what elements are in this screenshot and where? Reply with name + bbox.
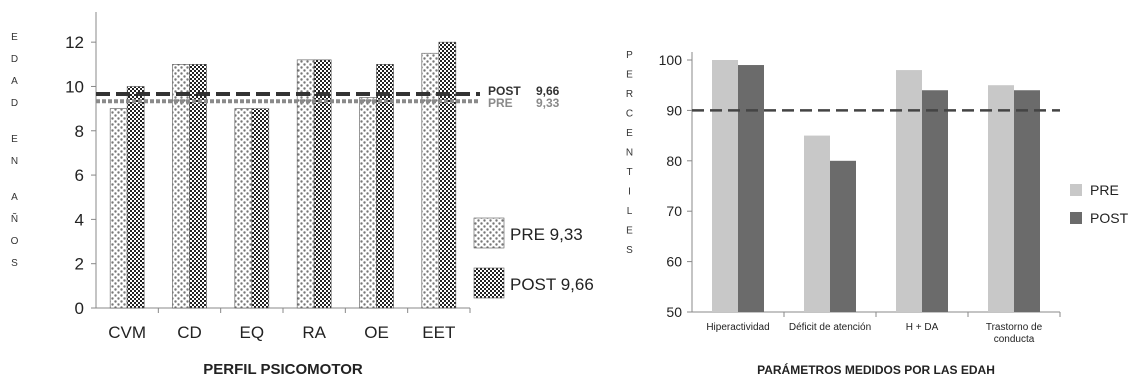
- bar-pre: [896, 70, 922, 312]
- y-tick-label: 60: [666, 254, 682, 270]
- legend-label-pre: PRE 9,33: [510, 225, 583, 244]
- legend-label-post: POST: [1090, 210, 1129, 226]
- x-tick-label: Trastorno de: [986, 322, 1043, 333]
- x-axis-title: PERFIL PSICOMOTOR: [203, 361, 363, 378]
- y-tick-label: 100: [659, 52, 683, 68]
- reference-value-pre: 9,33: [536, 96, 560, 110]
- y-tick-label: 6: [75, 166, 84, 185]
- psychomotor-profile-chart: 0 2 4 6 8 10 12 CVM CD EQ RA OE EET POST 9,66 PRE 9,33 PR…: [11, 12, 594, 378]
- legend-swatch-pre: [1070, 184, 1082, 196]
- edah-parameters-chart: 50 60 70 80 90 100 Hiperactividad Déficit de at…: [626, 50, 1129, 377]
- bar-post: [438, 41, 457, 309]
- x-tick-label: EET: [422, 323, 455, 342]
- bar-post: [189, 64, 207, 309]
- y-tick-label: 70: [666, 203, 682, 219]
- x-tick-label: Hiperactividad: [706, 322, 769, 333]
- bar-pre: [109, 108, 128, 309]
- x-tick-label: conducta: [994, 334, 1035, 345]
- y-tick-label: 50: [666, 304, 682, 320]
- bar-post: [738, 65, 764, 312]
- x-tick-label: CD: [177, 323, 202, 342]
- bar-post: [830, 160, 856, 312]
- legend-swatch-post: [1070, 212, 1082, 224]
- y-tick-label: 90: [666, 102, 682, 118]
- bar-pre: [712, 60, 738, 312]
- bar-post: [1014, 90, 1040, 313]
- legend-swatch-post: [473, 267, 505, 299]
- bar-post: [376, 64, 394, 309]
- legend-swatch-pre: [473, 217, 505, 249]
- y-tick-label: 0: [75, 299, 84, 318]
- legend-label-post: POST 9,66: [510, 275, 594, 294]
- bar-pre: [296, 59, 315, 309]
- y-tick-label: 80: [666, 153, 682, 169]
- bar-pre: [804, 135, 830, 312]
- y-tick-label: 10: [65, 77, 84, 96]
- x-tick-label: H + DA: [906, 322, 939, 333]
- y-tick-label: 12: [65, 33, 84, 52]
- bar-pre: [421, 52, 440, 309]
- x-tick-label: OE: [364, 323, 389, 342]
- x-tick-label: EQ: [240, 323, 265, 342]
- bar-post: [126, 86, 145, 309]
- x-tick-label: Déficit de atención: [789, 322, 871, 333]
- reference-value-post: 9,66: [536, 84, 560, 98]
- y-tick-label: 8: [75, 122, 84, 141]
- bar-post: [251, 108, 270, 309]
- bar-pre: [359, 97, 377, 309]
- x-tick-label: RA: [302, 323, 326, 342]
- bar-pre: [988, 85, 1014, 312]
- y-tick-label: 2: [75, 255, 84, 274]
- reference-label-post: POST: [488, 84, 521, 98]
- y-tick-label: 4: [75, 210, 84, 229]
- bar-post: [922, 90, 948, 313]
- x-tick-label: CVM: [108, 323, 146, 342]
- bar-pre: [234, 108, 253, 309]
- reference-label-pre: PRE: [488, 96, 513, 110]
- legend-label-pre: PRE: [1090, 182, 1119, 198]
- bar-post: [313, 59, 332, 309]
- x-axis-title: PARÁMETROS MEDIDOS POR LAS EDAH: [757, 362, 995, 377]
